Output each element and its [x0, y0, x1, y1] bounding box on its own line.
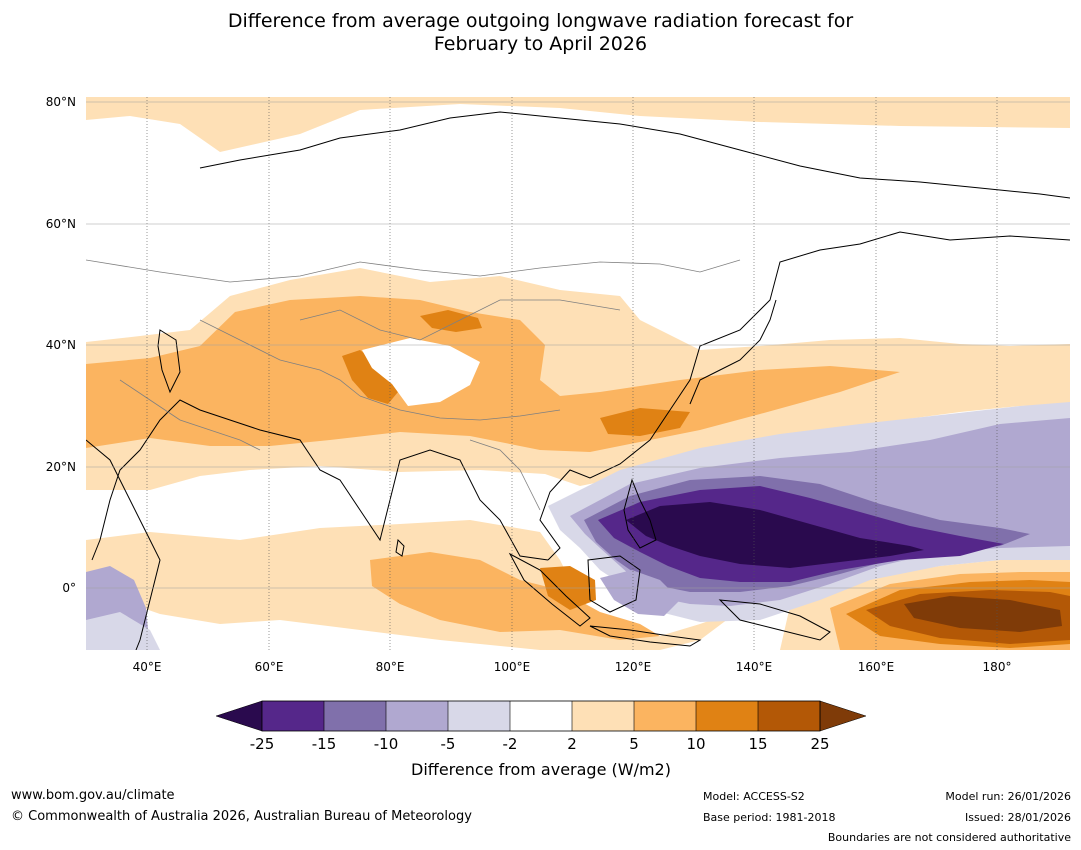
colorbar-ticks: -25 -15 -10 -5 -2 2 5 10 15 25 — [250, 735, 830, 753]
colorbar-bin-2 — [324, 701, 386, 731]
colorbar-tick: -10 — [374, 735, 399, 753]
forecast-map-figure: 80°N 60°N 40°N 20°N 0° 40°E 60°E 80°E 10… — [46, 95, 1070, 779]
coastline-sri-lanka — [395, 538, 405, 557]
coastlines — [86, 111, 1070, 650]
colorbar-outline — [261, 700, 821, 732]
colorbar-tick: 25 — [810, 735, 829, 753]
coastline-africa-east — [86, 439, 161, 650]
footer-base-period: Base period: 1981-2018 — [703, 811, 836, 824]
coastline-south-asia — [91, 399, 549, 561]
footer-copyright: © Commonwealth of Australia 2026, Austra… — [11, 809, 472, 824]
anomaly-blob-himalaya — [342, 350, 398, 404]
chart-title-line2: February to April 2026 — [433, 33, 648, 55]
colorbar-bin-5 — [510, 701, 572, 731]
anomaly-band-wp-25 — [626, 502, 924, 568]
lon-label-160e: 160°E — [858, 660, 895, 674]
lat-label-60n: 60°N — [46, 217, 76, 231]
longitude-gridlines — [146, 97, 998, 650]
colorbar-extend-high — [819, 700, 867, 732]
colorbar-bin-7 — [634, 701, 696, 731]
boundary-central-asia — [199, 319, 361, 397]
colorbar-tick: 15 — [748, 735, 767, 753]
coastline-philippines — [623, 478, 657, 549]
boundary-himalaya — [359, 395, 561, 421]
lat-label-40n: 40°N — [46, 338, 76, 352]
anomaly-band-asia-5 — [86, 296, 900, 452]
lon-label-60e: 60°E — [255, 660, 284, 674]
lat-label-0: 0° — [62, 581, 76, 595]
coastline-eurasia-east — [539, 231, 1070, 561]
colorbar-tick: 5 — [629, 735, 639, 753]
colorbar-bin-8 — [696, 701, 758, 731]
lon-label-100e: 100°E — [494, 660, 531, 674]
footer-url[interactable]: www.bom.gov.au/climate — [11, 788, 175, 803]
colorbar-tick: -2 — [503, 735, 518, 753]
colorbar-bin-3 — [386, 701, 448, 731]
chart-title-line1: Difference from average outgoing longwav… — [227, 10, 854, 32]
boundary-russia-south — [86, 259, 741, 283]
colorbar-tick: 2 — [567, 735, 577, 753]
colorbar-bin-1 — [262, 701, 324, 731]
colorbar-tick: -5 — [441, 735, 456, 753]
lon-label-140e: 140°E — [736, 660, 773, 674]
lon-label-120e: 120°E — [615, 660, 652, 674]
colorbar-title: Difference from average (W/m2) — [411, 760, 671, 779]
anomaly-band-pacific-25 — [904, 596, 1062, 632]
lon-label-80e: 80°E — [376, 660, 405, 674]
coastline-arctic — [199, 111, 1070, 199]
colorbar: -25 -15 -10 -5 -2 2 5 10 15 25 Differenc… — [215, 700, 867, 779]
coastline-borneo — [587, 555, 641, 613]
anomaly-blob-mongolia — [420, 310, 482, 332]
longitude-labels: 40°E 60°E 80°E 100°E 120°E 140°E 160°E 1… — [133, 660, 1012, 674]
colorbar-bin-9 — [758, 701, 820, 731]
colorbar-bin-6 — [572, 701, 634, 731]
boundary-china-west — [299, 299, 621, 341]
map-plot-area — [86, 97, 1070, 650]
anomaly-fields — [86, 97, 1070, 650]
country-boundaries — [86, 259, 741, 511]
colorbar-bin-4 — [448, 701, 510, 731]
boundary-middle-east — [119, 379, 261, 451]
footer-disclaimer: Boundaries are not considered authoritat… — [827, 831, 1071, 844]
colorbar-dividers — [323, 701, 759, 731]
latitude-labels: 80°N 60°N 40°N 20°N 0° — [46, 95, 76, 595]
coastline-new-guinea — [718, 599, 831, 641]
colorbar-extend-low — [215, 700, 263, 732]
anomaly-blob-maritime-light — [600, 570, 680, 616]
colorbar-tick: 10 — [686, 735, 705, 753]
anomaly-blob-china-east — [600, 408, 690, 436]
colorbar-tick: -25 — [250, 735, 275, 753]
coastline-sumatra — [508, 552, 591, 627]
footer-issued: Issued: 28/01/2026 — [964, 811, 1071, 824]
footer-model-run: Model run: 26/01/2026 — [945, 790, 1071, 803]
colorbar-tick: -15 — [312, 735, 337, 753]
coastline-java — [589, 625, 702, 647]
coastline-japan — [689, 299, 777, 405]
anomaly-band-arctic — [86, 97, 1070, 152]
lon-label-40e: 40°E — [133, 660, 162, 674]
latitude-gridlines — [86, 101, 1070, 589]
anomaly-white-tibet — [362, 338, 480, 406]
lat-label-20n: 20°N — [46, 460, 76, 474]
lon-label-180: 180° — [983, 660, 1012, 674]
chart-title: Difference from average outgoing longwav… — [0, 10, 1081, 56]
lat-label-80n: 80°N — [46, 95, 76, 109]
coastline-caspian — [157, 329, 181, 394]
footer-model: Model: ACCESS-S2 — [703, 790, 805, 803]
anomaly-band-indian-ocean-5 — [370, 552, 660, 640]
anomaly-blob-africa-light — [86, 612, 160, 650]
boundary-se-asia — [469, 439, 541, 511]
